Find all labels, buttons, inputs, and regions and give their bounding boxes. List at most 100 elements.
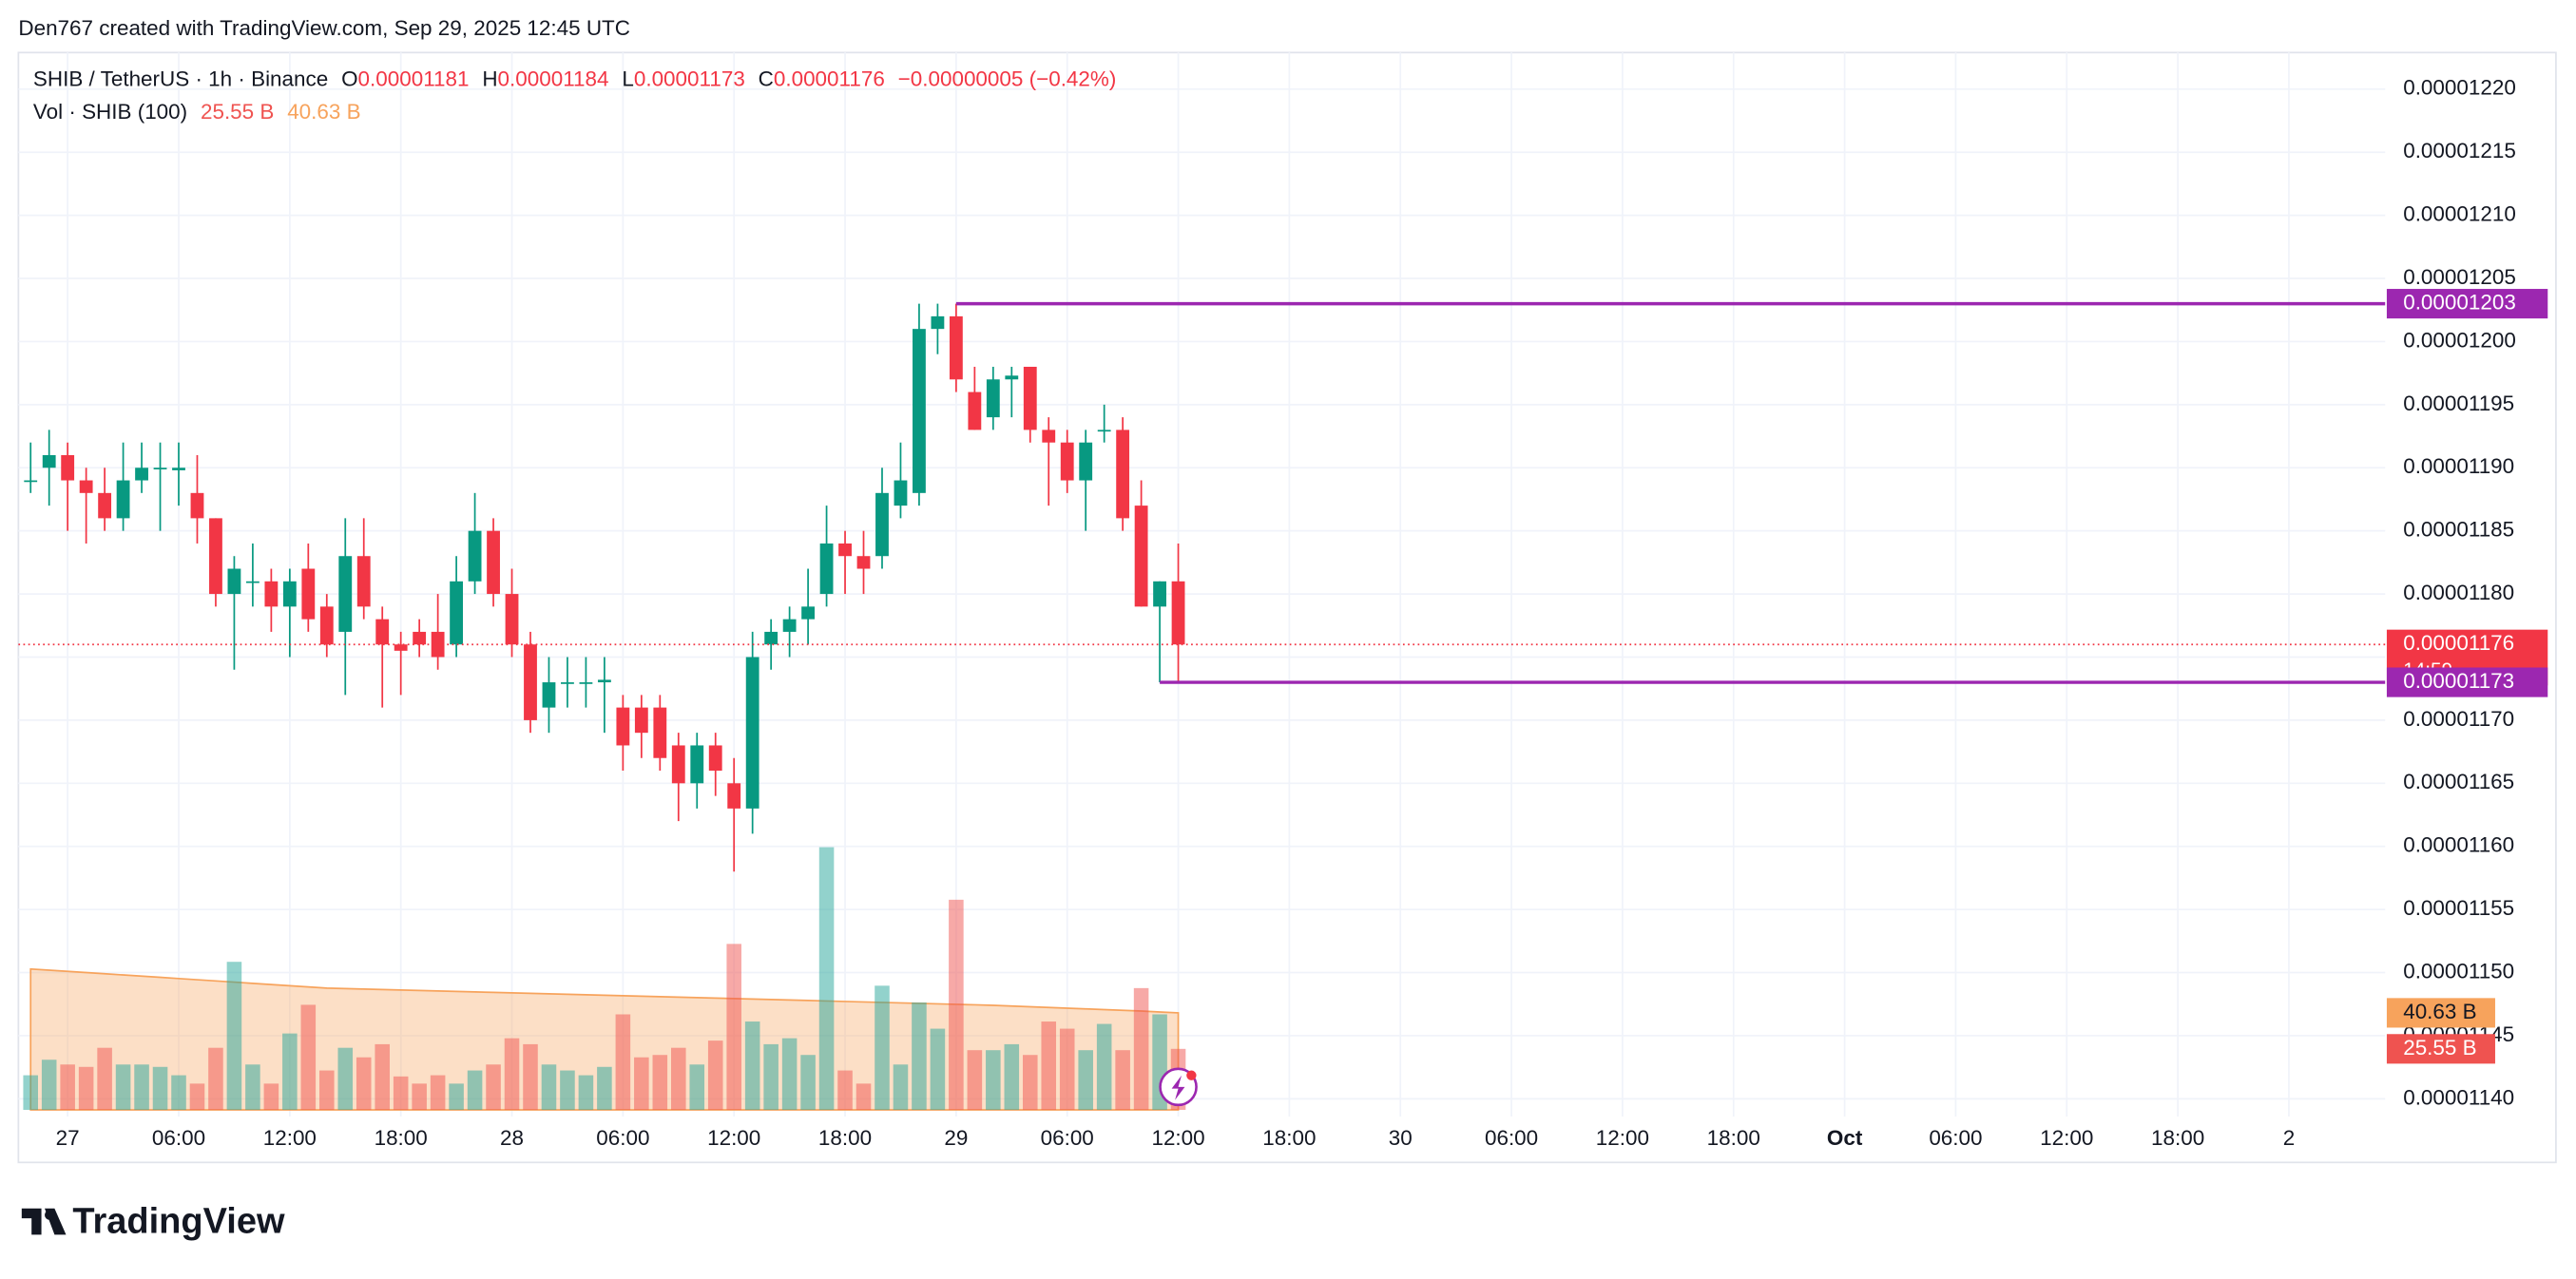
- legend-low: 0.00001173: [634, 67, 745, 91]
- volume-bar: [523, 1043, 538, 1111]
- logo-mark: [21, 1208, 67, 1235]
- volume-bar: [986, 1050, 1001, 1111]
- y-tick-label: 0.00001170: [2403, 707, 2514, 731]
- legend-open: 0.00001181: [358, 67, 470, 91]
- volume-bar: [486, 1064, 501, 1111]
- volume-bar: [837, 1070, 853, 1111]
- volume-ma-label: 40.63 B: [2403, 1000, 2476, 1023]
- volume-bar: [41, 1059, 57, 1111]
- volume-bar: [467, 1070, 483, 1111]
- x-tick-label: 06:00: [1041, 1126, 1094, 1150]
- volume-bar: [763, 1043, 779, 1111]
- candle-body: [227, 568, 241, 595]
- volume-bar: [615, 1014, 631, 1111]
- candle-body: [653, 707, 667, 758]
- legend-h: H: [482, 67, 497, 91]
- candle-body: [319, 606, 334, 645]
- candle-body: [913, 329, 926, 493]
- candle-body: [671, 745, 685, 784]
- candle-body: [1023, 367, 1037, 430]
- x-tick-label: 12:00: [707, 1126, 760, 1150]
- volume-bar: [78, 1066, 94, 1111]
- volume-bar: [134, 1064, 149, 1111]
- candle-body: [634, 707, 648, 734]
- candle-body: [782, 619, 797, 632]
- candle-body: [745, 657, 759, 809]
- candle-body: [24, 480, 38, 483]
- volume-ma-area: [29, 967, 1180, 1111]
- candle-body: [856, 556, 871, 569]
- volume-bar: [356, 1057, 372, 1111]
- candle-body: [727, 783, 741, 809]
- x-tick-label: 12:00: [1596, 1126, 1649, 1150]
- volume-bar: [97, 1047, 112, 1111]
- legend-ohlc: SHIB / TetherUS · 1h · Binance O0.0000118…: [33, 67, 1116, 91]
- x-tick-label: 06:00: [596, 1126, 649, 1150]
- volume-bar: [449, 1083, 464, 1111]
- volume-bar: [115, 1064, 131, 1111]
- volume-bar: [689, 1064, 705, 1111]
- volume-bar: [23, 1075, 38, 1111]
- y-tick-label: 0.00001185: [2403, 518, 2514, 542]
- volume-bar: [189, 1083, 205, 1111]
- volume-bar: [375, 1043, 390, 1111]
- candle-body: [338, 556, 353, 632]
- candle-body: [190, 492, 204, 519]
- level-label: 0.00001203: [2403, 291, 2516, 315]
- candle-body: [616, 707, 630, 746]
- legend-c: C: [759, 67, 774, 91]
- volume-bar: [1041, 1021, 1057, 1111]
- volume-bar: [800, 1055, 816, 1111]
- volume-bar: [1096, 1023, 1112, 1111]
- x-tick-label: 06:00: [152, 1126, 205, 1150]
- x-tick-label: 2: [2283, 1126, 2295, 1150]
- y-tick-label: 0.00001155: [2403, 896, 2514, 920]
- candle-body: [894, 480, 908, 506]
- volume-bar: [671, 1047, 686, 1111]
- x-tick-label: 27: [56, 1126, 80, 1150]
- volume-bar: [707, 1040, 723, 1111]
- y-tick-label: 0.00001180: [2403, 581, 2514, 604]
- candle-body: [209, 518, 222, 595]
- candle-body: [356, 556, 371, 607]
- legend-change: −0.00000005 (−0.42%): [898, 67, 1117, 91]
- volume-bar: [226, 962, 242, 1111]
- x-tick-label: 29: [944, 1126, 968, 1150]
- candle-body: [264, 581, 279, 607]
- legend-close: 0.00001176: [774, 67, 885, 91]
- candle-body: [542, 682, 556, 708]
- y-tick-label: 0.00001190: [2403, 454, 2514, 478]
- y-tick-label: 0.00001165: [2403, 770, 2514, 793]
- candle-body: [708, 745, 722, 772]
- candle-body: [949, 315, 963, 380]
- y-tick-label: 0.00001150: [2403, 959, 2514, 983]
- volume-bar: [912, 1002, 927, 1111]
- volume-bar: [578, 1075, 594, 1111]
- level-box: [2386, 667, 2548, 697]
- candle-body: [1171, 581, 1185, 645]
- candle-body: [487, 530, 500, 595]
- candle-body: [245, 581, 260, 583]
- volume-bar: [744, 1021, 760, 1111]
- candle-body: [1060, 442, 1074, 481]
- legend-symbol: SHIB / TetherUS · 1h · Binance: [33, 67, 328, 91]
- volume-bar: [245, 1064, 260, 1111]
- volume-name: Vol · SHIB (100): [33, 100, 187, 124]
- x-tick-label: 18:00: [375, 1126, 428, 1150]
- candle-body: [524, 644, 537, 720]
- event-bolt: [1171, 1075, 1185, 1100]
- volume-bar: [412, 1083, 427, 1111]
- candle-body: [1079, 442, 1093, 481]
- x-tick-label: 18:00: [2151, 1126, 2204, 1150]
- candle-body: [1097, 430, 1111, 432]
- candle-body: [1005, 375, 1019, 380]
- volume-bar: [152, 1066, 168, 1111]
- candle-body: [116, 480, 130, 519]
- candle-body: [61, 454, 75, 481]
- x-tick-label: 12:00: [2040, 1126, 2093, 1150]
- candle-body: [1116, 430, 1130, 519]
- candle-body: [375, 619, 390, 645]
- candle-body: [468, 530, 482, 582]
- candle-body: [579, 682, 593, 684]
